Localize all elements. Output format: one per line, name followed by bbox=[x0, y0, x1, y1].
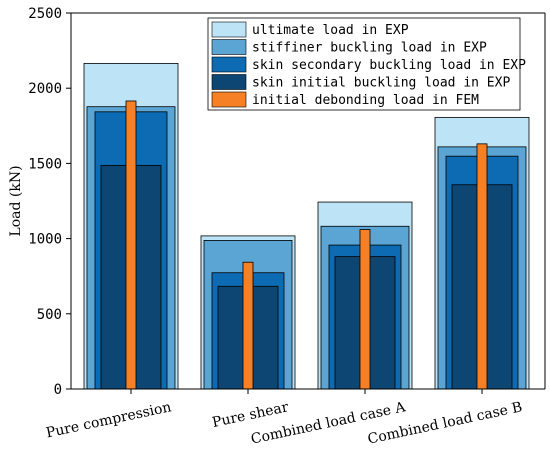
axes bbox=[70, 12, 546, 390]
legend-frame bbox=[207, 17, 521, 111]
legend-swatch bbox=[211, 91, 247, 108]
bar-fem-5 bbox=[125, 100, 137, 390]
legend-swatch bbox=[211, 21, 247, 38]
y-tick-label: 2500 bbox=[28, 6, 62, 22]
legend-label: skin secondary buckling load in EXP bbox=[252, 58, 526, 73]
y-axis-title: Load (kN) bbox=[8, 165, 24, 236]
legend-label: stiffiner buckling load in EXP bbox=[252, 41, 487, 56]
legend-label: initial debonding load in FEM bbox=[252, 93, 479, 108]
legend: ultimate load in EXP stiffiner buckling l… bbox=[207, 17, 526, 111]
bar-fem-5 bbox=[359, 229, 371, 390]
plot-area bbox=[83, 62, 530, 390]
y-tick-label: 0 bbox=[54, 382, 62, 398]
y-ticks: 0 500 1000 1500 2000 2500 bbox=[28, 6, 71, 398]
legend-label: ultimate load in EXP bbox=[252, 23, 409, 38]
legend-label: skin initial buckling load in EXP bbox=[252, 76, 510, 91]
y-tick-label: 1500 bbox=[28, 156, 62, 172]
legend-swatch bbox=[211, 74, 247, 90]
x-tick-label: Pure compression bbox=[45, 399, 173, 441]
y-tick-label: 2000 bbox=[28, 81, 62, 97]
y-tick-label: 500 bbox=[37, 307, 62, 323]
legend-swatch bbox=[211, 39, 247, 55]
y-tick-label: 1000 bbox=[28, 232, 62, 248]
legend-swatch bbox=[211, 56, 247, 73]
bar-fem-5 bbox=[242, 261, 254, 390]
bar-fem-5 bbox=[476, 143, 488, 390]
